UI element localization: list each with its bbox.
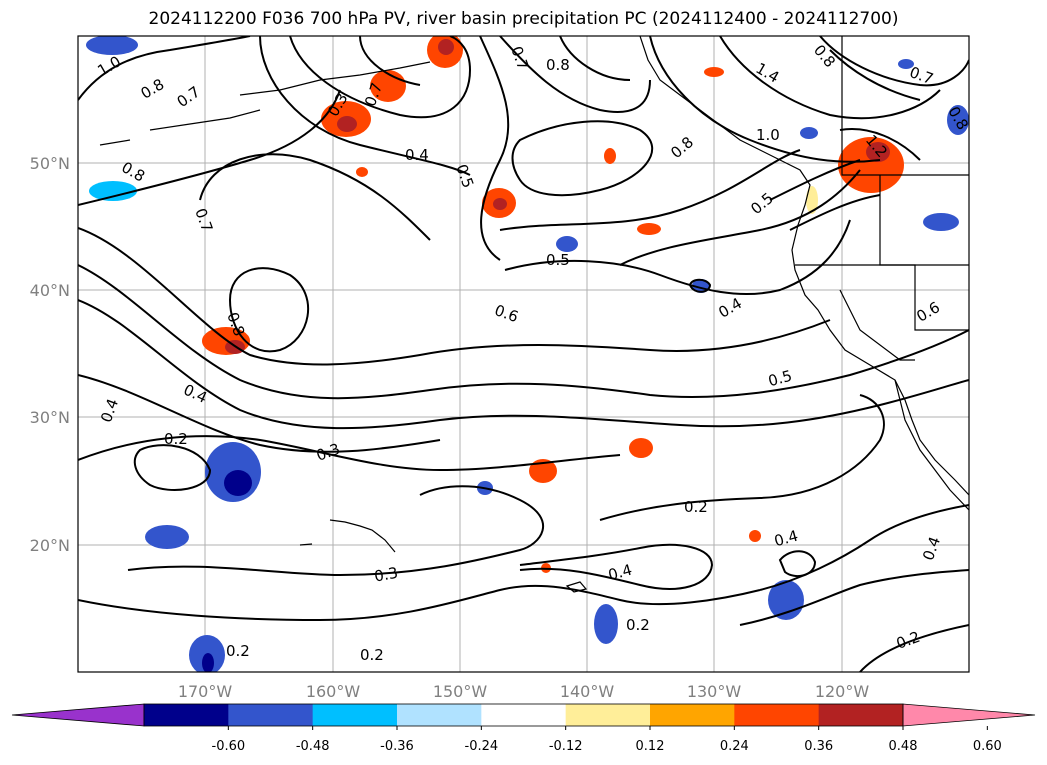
lat-axis: 50°N 40°N 30°N 20°N <box>30 154 70 555</box>
colorbar-box <box>565 704 651 726</box>
colorbar-box <box>818 704 904 726</box>
contour-label: 0.8 <box>667 133 697 162</box>
contour-label: 0.6 <box>913 298 943 326</box>
contour-label: 0.8 <box>810 41 839 71</box>
contour-label: 1.0 <box>94 52 124 80</box>
contour-label: 0.5 <box>766 367 794 391</box>
contour-label: 0.2 <box>894 628 923 653</box>
lon-tick-label: 150°W <box>433 682 488 701</box>
contour-label: 0.7 <box>191 206 216 235</box>
lon-tick-label: 120°W <box>815 682 870 701</box>
contour-label: 0.2 <box>360 646 384 664</box>
contour-label: 1.4 <box>753 59 783 87</box>
lon-tick-label: 160°W <box>306 682 361 701</box>
contour-label: 0.8 <box>546 56 570 74</box>
contour-label: 0.4 <box>919 534 944 563</box>
contour-label: 0.8 <box>118 158 148 186</box>
colorbar-tick-label: 0.48 <box>889 739 918 754</box>
lat-tick-label: 30°N <box>30 408 70 427</box>
gridlines <box>78 36 969 672</box>
contour-label: 0.2 <box>626 616 650 634</box>
colorbar-tick-label: 0.24 <box>720 739 749 754</box>
map-frame <box>77 35 970 673</box>
colorbar-tick-label: -0.12 <box>549 739 583 754</box>
colorbar-box <box>228 704 314 726</box>
contour-label: 0.2 <box>684 498 708 516</box>
colorbar-box <box>397 704 482 726</box>
contour-label: 0.4 <box>97 396 122 425</box>
colorbar-tick-label: 0.12 <box>636 739 665 754</box>
contour-label: 1.0 <box>756 126 780 144</box>
contour-label: 0.5 <box>747 189 777 218</box>
lat-tick-label: 40°N <box>30 281 70 300</box>
colorbar-box <box>312 704 398 726</box>
contour-label: 0.2 <box>226 642 250 660</box>
map-title: 2024112200 F036 700 hPa PV, river basin … <box>148 9 899 29</box>
colorbar-tick-label: 0.60 <box>973 739 1002 754</box>
contour-label: 0.5 <box>546 251 570 269</box>
colorbar-box <box>650 704 735 726</box>
contour-label: 0.6 <box>492 301 521 326</box>
contour-label: 0.7 <box>507 44 532 73</box>
colorbar-box <box>481 704 567 726</box>
lon-tick-label: 170°W <box>178 682 233 701</box>
contour-label: 0.5 <box>452 162 477 191</box>
contour-label: 0.4 <box>715 294 745 322</box>
colorbar: -0.60 -0.48 -0.36 -0.24 -0.12 0.12 0.24 0.36 0.4… <box>11 703 1036 754</box>
contour-label: 0.4 <box>606 561 634 585</box>
contour-label: 0.8 <box>138 75 168 103</box>
contour-label: 0.3 <box>373 564 400 586</box>
lat-tick-label: 50°N <box>30 154 70 173</box>
contour-label: 0.8 <box>944 103 972 133</box>
colorbar-tick-label: -0.60 <box>212 739 246 754</box>
colorbar-outline <box>143 703 904 727</box>
colorbar-extend-high <box>902 703 1036 727</box>
colorbar-tick-label: 0.36 <box>804 739 833 754</box>
lon-tick-label: 130°W <box>687 682 742 701</box>
contour-label: 0.2 <box>164 430 188 448</box>
colorbar-tick-label: -0.48 <box>296 739 330 754</box>
precip-pc-shading <box>86 36 969 672</box>
lon-tick-label: 140°W <box>560 682 615 701</box>
lat-tick-label: 20°N <box>30 536 70 555</box>
lon-axis: 170°W 160°W 150°W 140°W 130°W 120°W <box>178 682 870 701</box>
colorbar-extend-low <box>11 703 145 727</box>
contour-label: 0.3 <box>314 440 343 465</box>
pv-contours <box>78 36 969 672</box>
contour-label: 0.7 <box>174 83 204 111</box>
colorbar-tick-label: -0.24 <box>465 739 499 754</box>
colorbar-tick-label: -0.36 <box>380 739 414 754</box>
contour-label: 0.4 <box>181 381 210 407</box>
contour-label: 0.4 <box>772 527 800 551</box>
colorbar-box <box>144 704 229 726</box>
colorbar-box <box>734 704 820 726</box>
contour-label: 0.4 <box>405 146 429 164</box>
